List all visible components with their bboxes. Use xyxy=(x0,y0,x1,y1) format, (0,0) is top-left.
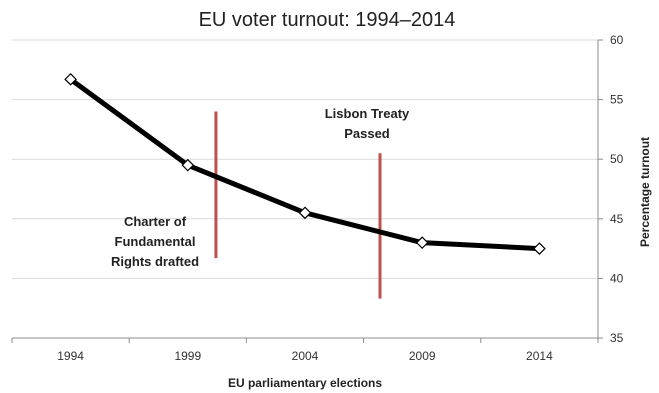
x-tick-label: 2009 xyxy=(409,349,436,363)
y-axis-label: Percentage turnout xyxy=(638,137,652,247)
gridlines xyxy=(12,39,598,279)
axes xyxy=(11,39,603,343)
data-point xyxy=(181,158,195,172)
charter-annotation-text: Charter of xyxy=(124,214,187,229)
lisbon-annotation-text: Passed xyxy=(344,126,390,141)
y-tick-label: 45 xyxy=(610,212,624,226)
y-tick-label: 55 xyxy=(610,93,624,107)
x-tick-label: 1994 xyxy=(57,349,84,363)
chart-title: EU voter turnout: 1994–2014 xyxy=(199,9,456,31)
lisbon-annotation-text: Lisbon Treaty xyxy=(325,106,410,121)
annotations: Charter of Fundamental Rights drafted Lisbo… xyxy=(111,106,410,299)
y-tick-label: 40 xyxy=(610,271,624,285)
charter-annotation-text: Rights drafted xyxy=(111,254,199,269)
x-tick-label: 1999 xyxy=(174,349,201,363)
y-tick-label: 60 xyxy=(610,33,624,47)
data-point xyxy=(415,236,429,249)
x-axis-label: EU parliamentary elections xyxy=(228,376,382,390)
data-point xyxy=(64,72,77,86)
x-tick-label: 2004 xyxy=(292,349,319,363)
x-tick-labels: 1994 1999 2004 2009 2014 xyxy=(57,349,553,363)
series-layer xyxy=(64,72,546,255)
x-tick-label: 2014 xyxy=(526,349,553,363)
y-tick-labels: 35 40 45 50 55 60 xyxy=(610,33,624,345)
y-tick-label: 35 xyxy=(610,331,624,345)
charter-annotation-text: Fundamental xyxy=(115,234,196,249)
data-point xyxy=(533,242,546,255)
y-tick-label: 50 xyxy=(610,152,624,166)
data-point xyxy=(298,206,312,220)
